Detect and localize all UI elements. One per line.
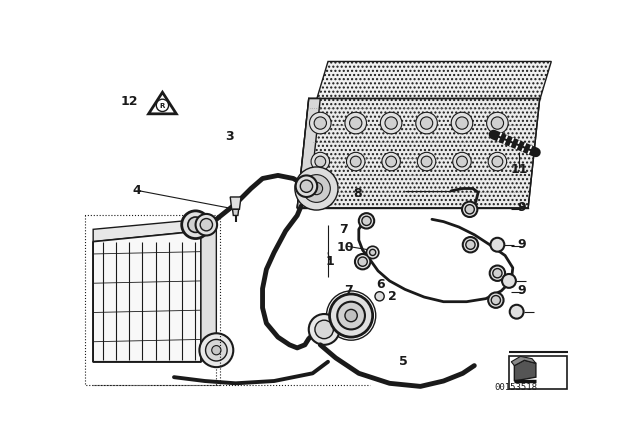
Circle shape — [182, 211, 209, 238]
Circle shape — [337, 302, 365, 329]
Text: 4: 4 — [132, 184, 141, 197]
Circle shape — [308, 314, 340, 345]
Circle shape — [466, 240, 475, 250]
Text: 11: 11 — [510, 163, 528, 176]
Circle shape — [417, 152, 436, 171]
Circle shape — [488, 293, 504, 308]
Text: R: R — [160, 103, 165, 109]
Polygon shape — [93, 231, 201, 362]
Circle shape — [303, 175, 330, 202]
Circle shape — [156, 99, 168, 112]
Text: 12: 12 — [120, 95, 138, 108]
Circle shape — [296, 176, 317, 197]
Circle shape — [196, 214, 217, 236]
Circle shape — [380, 112, 402, 134]
Polygon shape — [232, 209, 239, 215]
Circle shape — [349, 117, 362, 129]
Circle shape — [420, 117, 433, 129]
Text: 3: 3 — [225, 130, 234, 143]
Circle shape — [490, 238, 504, 252]
Circle shape — [492, 296, 500, 305]
Circle shape — [310, 112, 331, 134]
Polygon shape — [148, 92, 176, 114]
Text: 9: 9 — [518, 284, 526, 297]
Circle shape — [416, 112, 437, 134]
Circle shape — [375, 292, 384, 301]
Circle shape — [367, 246, 379, 258]
Circle shape — [350, 156, 361, 167]
Circle shape — [385, 117, 397, 129]
Circle shape — [345, 112, 367, 134]
Circle shape — [310, 182, 323, 195]
Circle shape — [509, 305, 524, 319]
Text: 9: 9 — [518, 238, 526, 251]
Text: 00153518: 00153518 — [495, 383, 538, 392]
Circle shape — [463, 237, 478, 252]
Circle shape — [492, 156, 503, 167]
Circle shape — [300, 180, 312, 192]
Circle shape — [212, 345, 221, 355]
Polygon shape — [93, 220, 201, 241]
Text: 1: 1 — [325, 255, 334, 268]
Circle shape — [200, 219, 212, 231]
Circle shape — [452, 152, 471, 171]
Polygon shape — [511, 356, 536, 366]
Text: 10: 10 — [336, 241, 354, 254]
Circle shape — [493, 269, 502, 278]
Circle shape — [451, 112, 473, 134]
Text: 5: 5 — [399, 355, 408, 368]
Circle shape — [359, 213, 374, 228]
Circle shape — [488, 152, 507, 171]
Circle shape — [330, 294, 372, 337]
Text: 7: 7 — [344, 284, 353, 297]
Circle shape — [362, 216, 371, 225]
Circle shape — [295, 167, 338, 210]
Circle shape — [355, 254, 371, 269]
Circle shape — [462, 202, 477, 217]
Circle shape — [205, 340, 227, 361]
Polygon shape — [297, 99, 540, 208]
Polygon shape — [316, 61, 551, 100]
Circle shape — [358, 257, 367, 266]
Polygon shape — [201, 220, 216, 362]
Circle shape — [502, 274, 516, 288]
Circle shape — [346, 152, 365, 171]
Circle shape — [315, 320, 333, 339]
Polygon shape — [515, 360, 536, 381]
Text: 2: 2 — [388, 290, 397, 303]
Circle shape — [200, 333, 234, 367]
Circle shape — [314, 117, 326, 129]
Circle shape — [369, 250, 376, 255]
Circle shape — [486, 112, 508, 134]
Circle shape — [311, 152, 330, 171]
Text: 9: 9 — [518, 201, 526, 214]
Bar — [509, 356, 566, 389]
Circle shape — [382, 152, 401, 171]
Circle shape — [188, 217, 204, 233]
Circle shape — [465, 205, 474, 214]
Circle shape — [490, 266, 505, 281]
Text: 6: 6 — [376, 278, 385, 291]
Circle shape — [315, 156, 326, 167]
Circle shape — [421, 156, 432, 167]
Circle shape — [456, 117, 468, 129]
Polygon shape — [230, 197, 241, 209]
Text: 7: 7 — [339, 223, 348, 236]
Circle shape — [386, 156, 397, 167]
Text: 8: 8 — [353, 187, 362, 200]
Circle shape — [492, 117, 504, 129]
Polygon shape — [297, 99, 320, 208]
Circle shape — [345, 310, 357, 322]
Circle shape — [456, 156, 467, 167]
